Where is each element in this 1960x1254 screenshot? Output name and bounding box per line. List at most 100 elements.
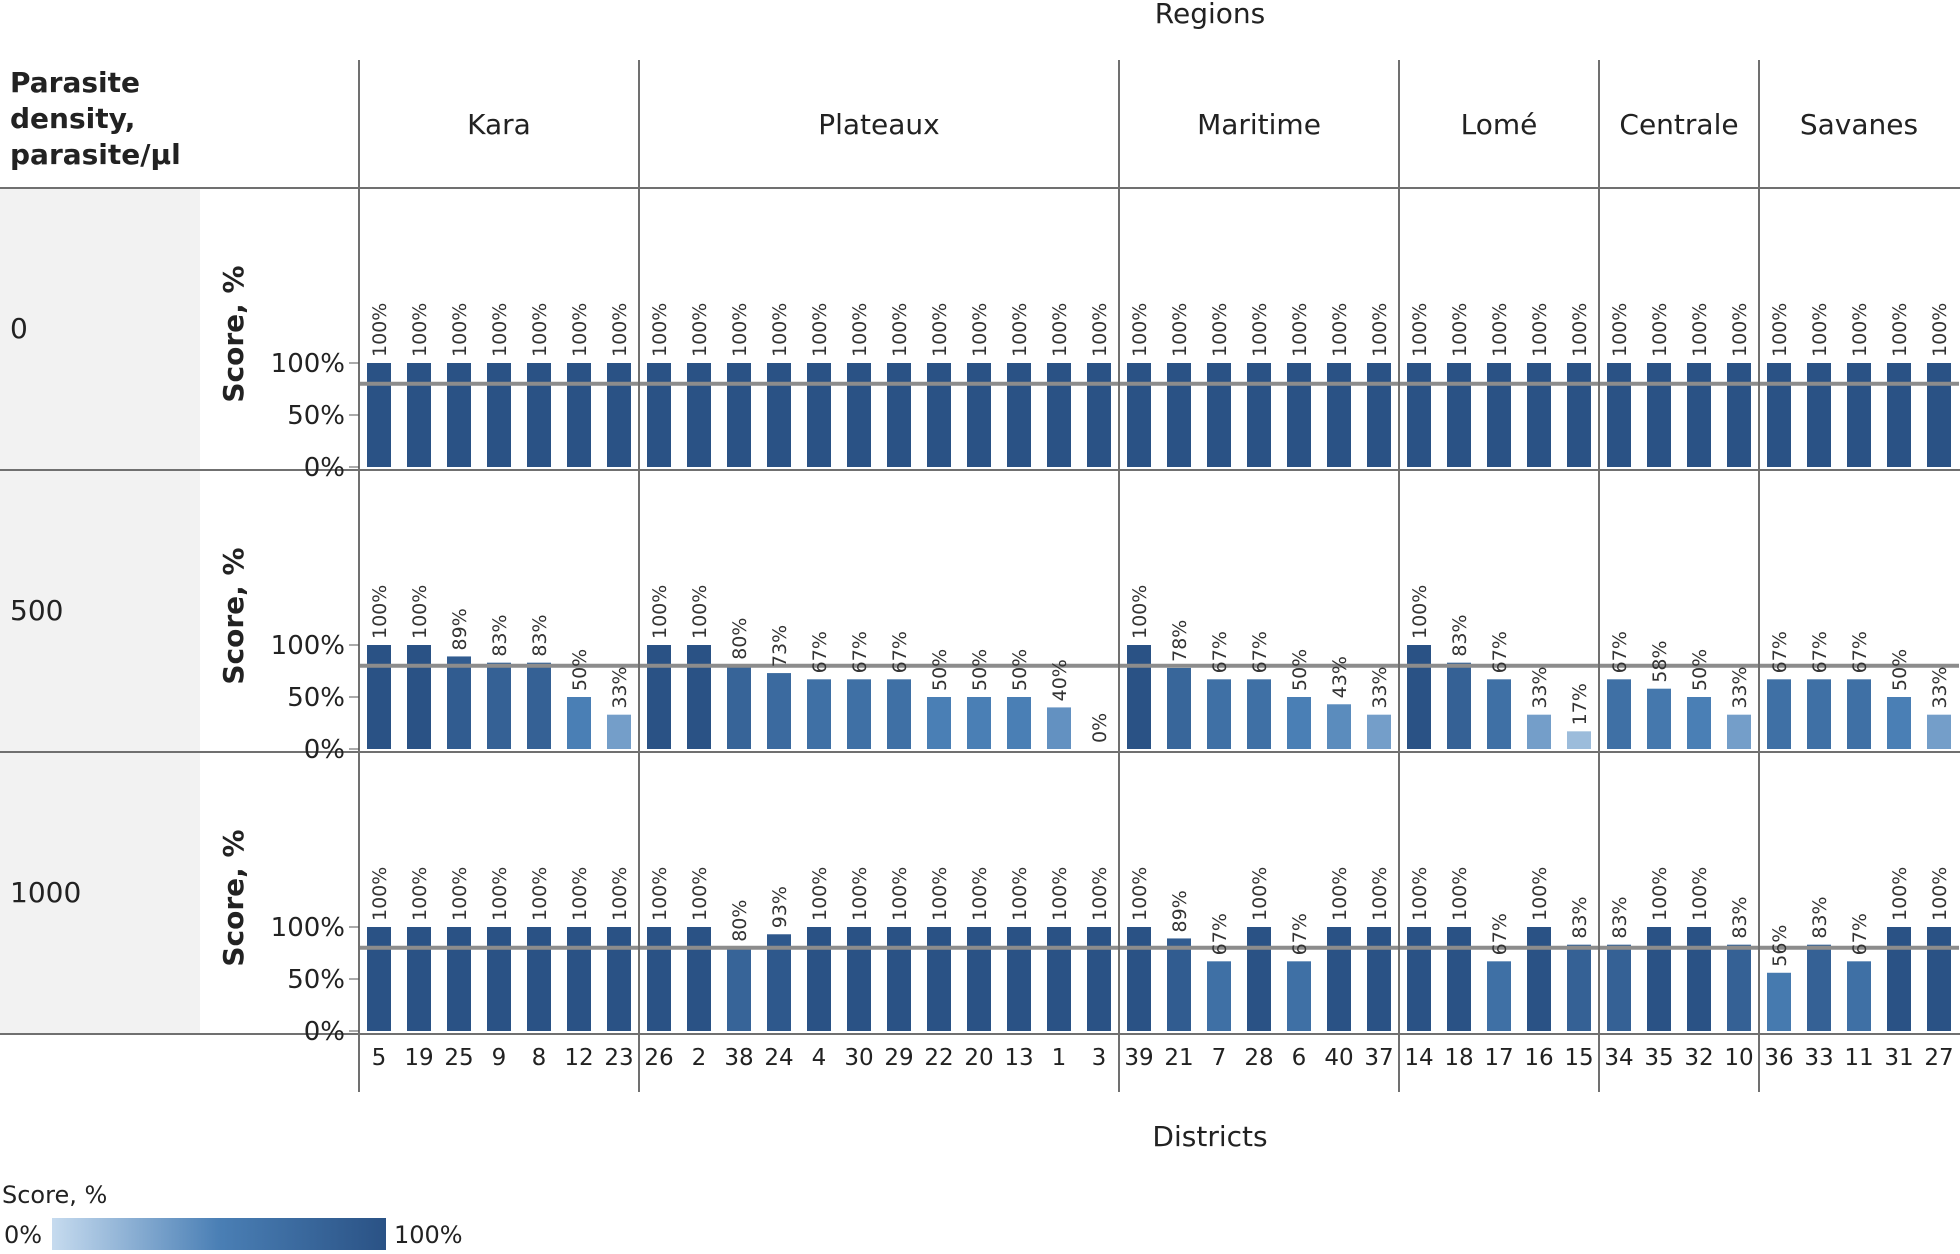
district-label: 28	[1244, 1045, 1273, 1071]
region-label: Plateaux	[818, 108, 940, 141]
bar	[1407, 363, 1431, 467]
row-header-bg	[0, 188, 200, 470]
bar	[527, 363, 551, 467]
bar-value-label: 100%	[1649, 303, 1671, 357]
legend-max-label: 100%	[394, 1221, 463, 1249]
grid-lines	[0, 60, 1960, 1092]
y-tick-label: 0%	[304, 735, 345, 765]
bar	[847, 363, 871, 467]
bar	[1487, 363, 1511, 467]
bar-value-label: 83%	[529, 614, 551, 656]
bar	[1727, 714, 1751, 749]
reference-lines	[359, 381, 1959, 950]
bar-value-label: 67%	[1249, 631, 1271, 673]
bar	[1527, 927, 1551, 1031]
bar	[1607, 679, 1631, 749]
bar	[647, 645, 671, 749]
y-axis-label: Score, %	[217, 829, 250, 966]
bar	[1207, 961, 1231, 1031]
y-axis-label: Score, %	[217, 265, 250, 402]
bar-value-label: 100%	[1609, 303, 1631, 357]
district-label: 38	[724, 1045, 753, 1071]
bar-value-label: 67%	[1209, 631, 1231, 673]
bar	[1127, 645, 1151, 749]
district-label: 25	[444, 1045, 473, 1071]
legend-gradient-bar	[52, 1218, 386, 1250]
bar	[1367, 363, 1391, 467]
bar-value-label: 100%	[1049, 303, 1071, 357]
bar	[407, 927, 431, 1031]
bar	[1127, 927, 1151, 1031]
bar-value-label: 89%	[449, 608, 471, 650]
bar	[487, 927, 511, 1031]
bar-value-label: 100%	[1289, 303, 1311, 357]
bar	[1487, 679, 1511, 749]
row-header-backgrounds	[0, 188, 200, 1034]
district-label: 9	[492, 1045, 507, 1071]
district-label: 12	[564, 1045, 593, 1071]
district-label: 22	[924, 1045, 953, 1071]
bar-value-label: 67%	[809, 631, 831, 673]
bar-value-label: 67%	[1609, 631, 1631, 673]
row-density-label: 1000	[10, 876, 81, 909]
bar	[847, 927, 871, 1031]
district-label: 4	[812, 1045, 827, 1071]
bar	[567, 363, 591, 467]
bar-value-label: 100%	[809, 303, 831, 357]
bar-value-label: 67%	[1489, 631, 1511, 673]
district-label: 6	[1292, 1045, 1307, 1071]
bar	[367, 645, 391, 749]
bar	[1607, 363, 1631, 467]
bar-value-label: 67%	[1849, 631, 1871, 673]
y-tick-label: 50%	[287, 401, 345, 431]
district-label: 37	[1364, 1045, 1393, 1071]
bar	[927, 363, 951, 467]
bar	[1047, 707, 1071, 749]
bar	[1327, 927, 1351, 1031]
bar	[1807, 679, 1831, 749]
bar-value-label: 50%	[1289, 649, 1311, 691]
y-tick-label: 100%	[271, 913, 345, 943]
district-label: 1	[1052, 1045, 1067, 1071]
bar	[1687, 927, 1711, 1031]
bar	[1367, 714, 1391, 749]
region-label: Centrale	[1619, 108, 1738, 141]
bar-value-label: 100%	[1449, 303, 1471, 357]
bar	[1007, 927, 1031, 1031]
bar	[407, 645, 431, 749]
bar	[1807, 363, 1831, 467]
bar	[1407, 927, 1431, 1031]
bar-value-label: 100%	[1689, 303, 1711, 357]
y-tick-label: 50%	[287, 965, 345, 995]
bar-value-label: 100%	[1329, 303, 1351, 357]
bar-value-label: 100%	[409, 867, 431, 921]
bar-value-label: 67%	[1209, 913, 1231, 955]
bar-value-label: 100%	[1569, 303, 1591, 357]
district-label: 16	[1524, 1045, 1553, 1071]
bar-value-label: 50%	[1689, 649, 1711, 691]
bar	[887, 363, 911, 467]
district-label: 10	[1724, 1045, 1753, 1071]
bar-value-label: 100%	[1129, 585, 1151, 639]
bar	[447, 927, 471, 1031]
bar-value-label: 100%	[1249, 867, 1271, 921]
district-label: 20	[964, 1045, 993, 1071]
district-label: 39	[1124, 1045, 1153, 1071]
bar-value-label: 83%	[1569, 896, 1591, 938]
bar-value-label: 100%	[1649, 867, 1671, 921]
bar-value-label: 67%	[1809, 631, 1831, 673]
bar-value-label: 100%	[1889, 867, 1911, 921]
district-label: 2	[692, 1045, 707, 1071]
bar	[1567, 363, 1591, 467]
bar	[567, 927, 591, 1031]
bar	[487, 662, 511, 749]
districts-title: Districts	[1152, 1120, 1267, 1153]
bar-value-label: 100%	[649, 867, 671, 921]
bar	[687, 363, 711, 467]
bar	[527, 927, 551, 1031]
bar	[927, 927, 951, 1031]
bar-value-label: 50%	[569, 649, 591, 691]
bar	[1287, 961, 1311, 1031]
bar-value-label: 100%	[689, 303, 711, 357]
bar	[1247, 363, 1271, 467]
